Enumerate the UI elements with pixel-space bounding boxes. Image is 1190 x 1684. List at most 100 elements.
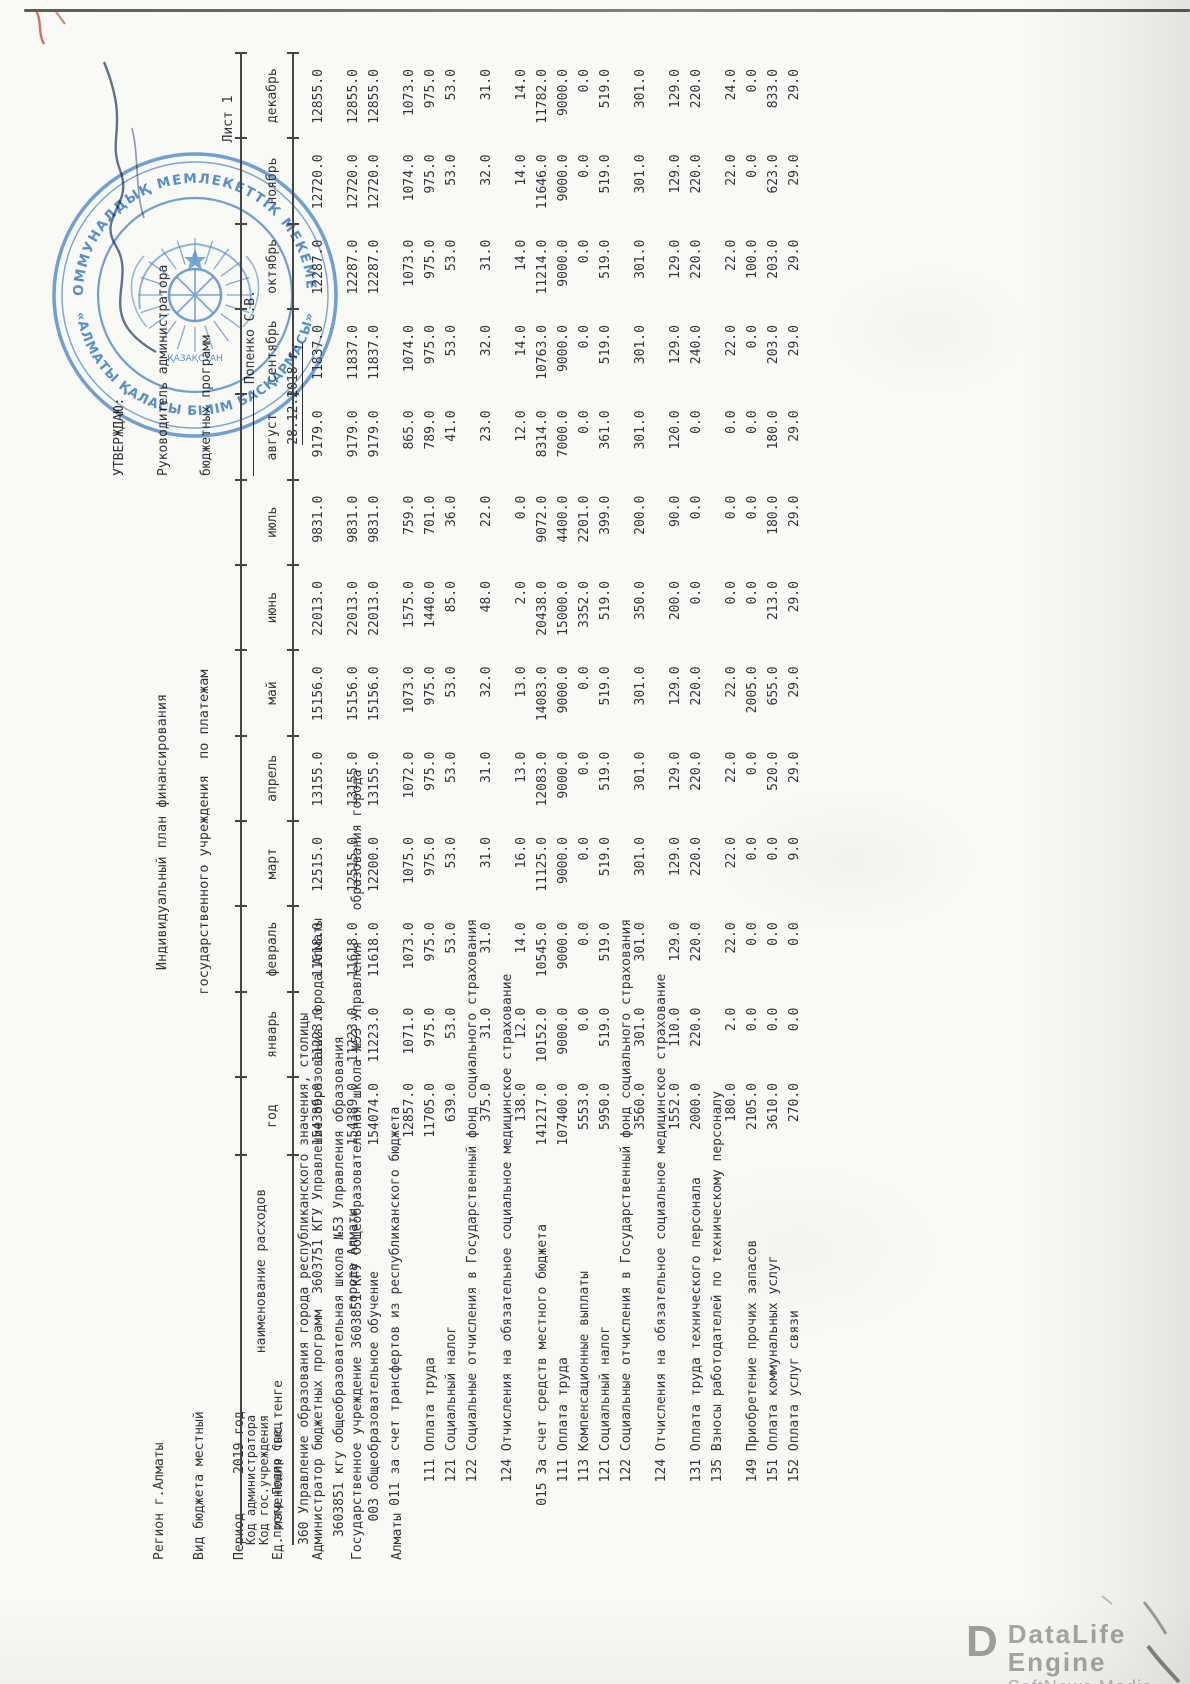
table-row: 124 Отчисления на обязательное социально… bbox=[654, 53, 683, 1545]
watermark-subtitle: SoftNews Media Group bbox=[1008, 1677, 1190, 1684]
column-tick bbox=[235, 52, 247, 54]
row-label-cell: 131 Оплата труда технического персонала bbox=[689, 1177, 704, 1545]
year-value: 375.0 bbox=[479, 1083, 494, 1123]
month-value: 10763.0 bbox=[535, 325, 550, 380]
month-value: 1575.0 bbox=[402, 581, 417, 628]
month-value: 1073.0 bbox=[402, 69, 417, 117]
month-value: 12287.0 bbox=[367, 239, 382, 295]
month-header: февраль bbox=[265, 921, 280, 977]
month-value: 9831.0 bbox=[346, 495, 361, 543]
month-value: 220.0 bbox=[689, 922, 704, 962]
year-value: 5553.0 bbox=[577, 1083, 592, 1130]
month-value: 1073.0 bbox=[402, 922, 417, 970]
table-row: 121 Социальный налог 5950.0 519.0 519.0 519.… bbox=[598, 53, 613, 1545]
month-value: 129.0 bbox=[668, 837, 683, 877]
month-value: 519.0 bbox=[598, 325, 613, 365]
month-value: 11618.0 bbox=[346, 922, 361, 978]
month-value: 10545.0 bbox=[535, 922, 550, 978]
month-value: 975.0 bbox=[423, 325, 438, 365]
row-label-cell: 113 Компенсационные выплаты bbox=[577, 1271, 592, 1545]
month-value: 0.0 bbox=[745, 325, 760, 349]
month-header: ноябрь bbox=[265, 157, 280, 205]
column-tick bbox=[287, 990, 299, 993]
month-value: 0.0 bbox=[577, 410, 592, 434]
month-value: 399.0 bbox=[598, 495, 613, 535]
table-row: 131 Оплата труда технического персонала 2… bbox=[689, 53, 704, 1545]
month-value: 12.0 bbox=[514, 1007, 529, 1039]
month-value: 301.0 bbox=[633, 837, 648, 877]
month-value: 833.0 bbox=[766, 69, 781, 109]
month-value: 12515.0 bbox=[346, 837, 361, 892]
row-label: 011 за счет трансфертов из республиканск… bbox=[388, 1106, 403, 1545]
month-value: 22.0 bbox=[724, 154, 739, 186]
month-value: 301.0 bbox=[633, 325, 648, 365]
month-header: сентябрь bbox=[265, 320, 280, 384]
scan-scratch-marks-icon bbox=[1101, 1595, 1181, 1684]
month-value: 14083.0 bbox=[535, 666, 550, 722]
month-value: 22.0 bbox=[724, 751, 739, 783]
table-row: 121 Социальный налог 639.0 53.0 53.0 53.0 53.… bbox=[444, 53, 459, 1545]
column-tick bbox=[235, 137, 247, 140]
row-label-cell bbox=[725, 1155, 739, 1545]
month-value: 53.0 bbox=[444, 666, 459, 698]
year-value: 138.0 bbox=[514, 1083, 529, 1123]
table-header-rule bbox=[292, 53, 294, 1545]
watermark: D DataLife Engine SoftNews Media Group bbox=[966, 1620, 1190, 1684]
month-value: 9831.0 bbox=[367, 495, 382, 543]
column-tick bbox=[287, 1076, 299, 1078]
month-value: 22.0 bbox=[724, 325, 739, 357]
month-value: 301.0 bbox=[633, 1007, 648, 1047]
row-label: 124 Отчисления на обязательное социально… bbox=[654, 973, 669, 1545]
month-value: 180.0 bbox=[766, 410, 781, 450]
month-value: 29.0 bbox=[787, 410, 802, 442]
month-value: 10152.0 bbox=[535, 1007, 550, 1063]
row-label: 124 Отчисления на обязательное социально… bbox=[500, 973, 515, 1545]
month-value: 1074.0 bbox=[402, 325, 417, 373]
table-row: 360 Управление образования города респуб… bbox=[297, 53, 326, 1545]
month-value: 1073.0 bbox=[402, 666, 417, 714]
month-value: 9072.0 bbox=[535, 495, 550, 543]
row-label: 122 Социальные отчисления в Государствен… bbox=[619, 918, 634, 1545]
month-value: 31.0 bbox=[479, 69, 494, 101]
table-row: 015 За счет средств местного бюджета 1412… bbox=[535, 53, 550, 1545]
month-value: 301.0 bbox=[633, 410, 648, 450]
row-label-cell: 111 Оплата труда bbox=[423, 1357, 438, 1545]
table-row: 011 за счет трансфертов из республиканск… bbox=[388, 53, 417, 1545]
month-value: 36.0 bbox=[444, 495, 459, 528]
month-value: 220.0 bbox=[689, 154, 704, 194]
month-value: 9179.0 bbox=[367, 410, 382, 458]
month-value: 0.0 bbox=[766, 1007, 781, 1032]
month-value: 12720.0 bbox=[367, 154, 382, 210]
month-value: 200.0 bbox=[633, 495, 648, 535]
month-value: 975.0 bbox=[423, 666, 438, 706]
column-tick bbox=[287, 734, 299, 737]
year-value: 141217.0 bbox=[535, 1083, 550, 1146]
month-value: 22013.0 bbox=[367, 581, 382, 636]
month-value: 301.0 bbox=[633, 751, 648, 791]
month-value: 0.0 bbox=[787, 1007, 802, 1032]
month-value: 0.0 bbox=[745, 837, 760, 861]
month-value: 53.0 bbox=[444, 837, 459, 869]
month-value: 200.0 bbox=[668, 581, 683, 621]
month-value: 519.0 bbox=[598, 154, 613, 194]
column-tick bbox=[287, 137, 299, 140]
month-value: 9000.0 bbox=[556, 154, 571, 202]
month-value: 12287.0 bbox=[311, 239, 326, 295]
table-row: 111 Оплата труда 107400.0 9000.0 9000.0 9000… bbox=[556, 53, 571, 1545]
month-value: 14.0 bbox=[514, 69, 529, 101]
header-year: год bbox=[265, 1104, 280, 1128]
month-value: 120.0 bbox=[668, 410, 683, 450]
month-value: 0.0 bbox=[745, 1007, 760, 1032]
month-value: 12083.0 bbox=[535, 751, 550, 807]
row-label-cell bbox=[312, 1155, 326, 1545]
month-value: 29.0 bbox=[787, 751, 802, 783]
month-value: 29.0 bbox=[787, 495, 802, 528]
month-value: 0.0 bbox=[724, 410, 739, 434]
month-value: 0.0 bbox=[577, 1007, 592, 1032]
month-value: 0.0 bbox=[766, 922, 781, 946]
table-row: 111 Оплата труда 11705.0 975.0 975.0 975.0 97… bbox=[423, 53, 438, 1545]
month-value: 12287.0 bbox=[346, 239, 361, 295]
month-value: 519.0 bbox=[598, 69, 613, 109]
month-value: 53.0 bbox=[444, 154, 459, 186]
